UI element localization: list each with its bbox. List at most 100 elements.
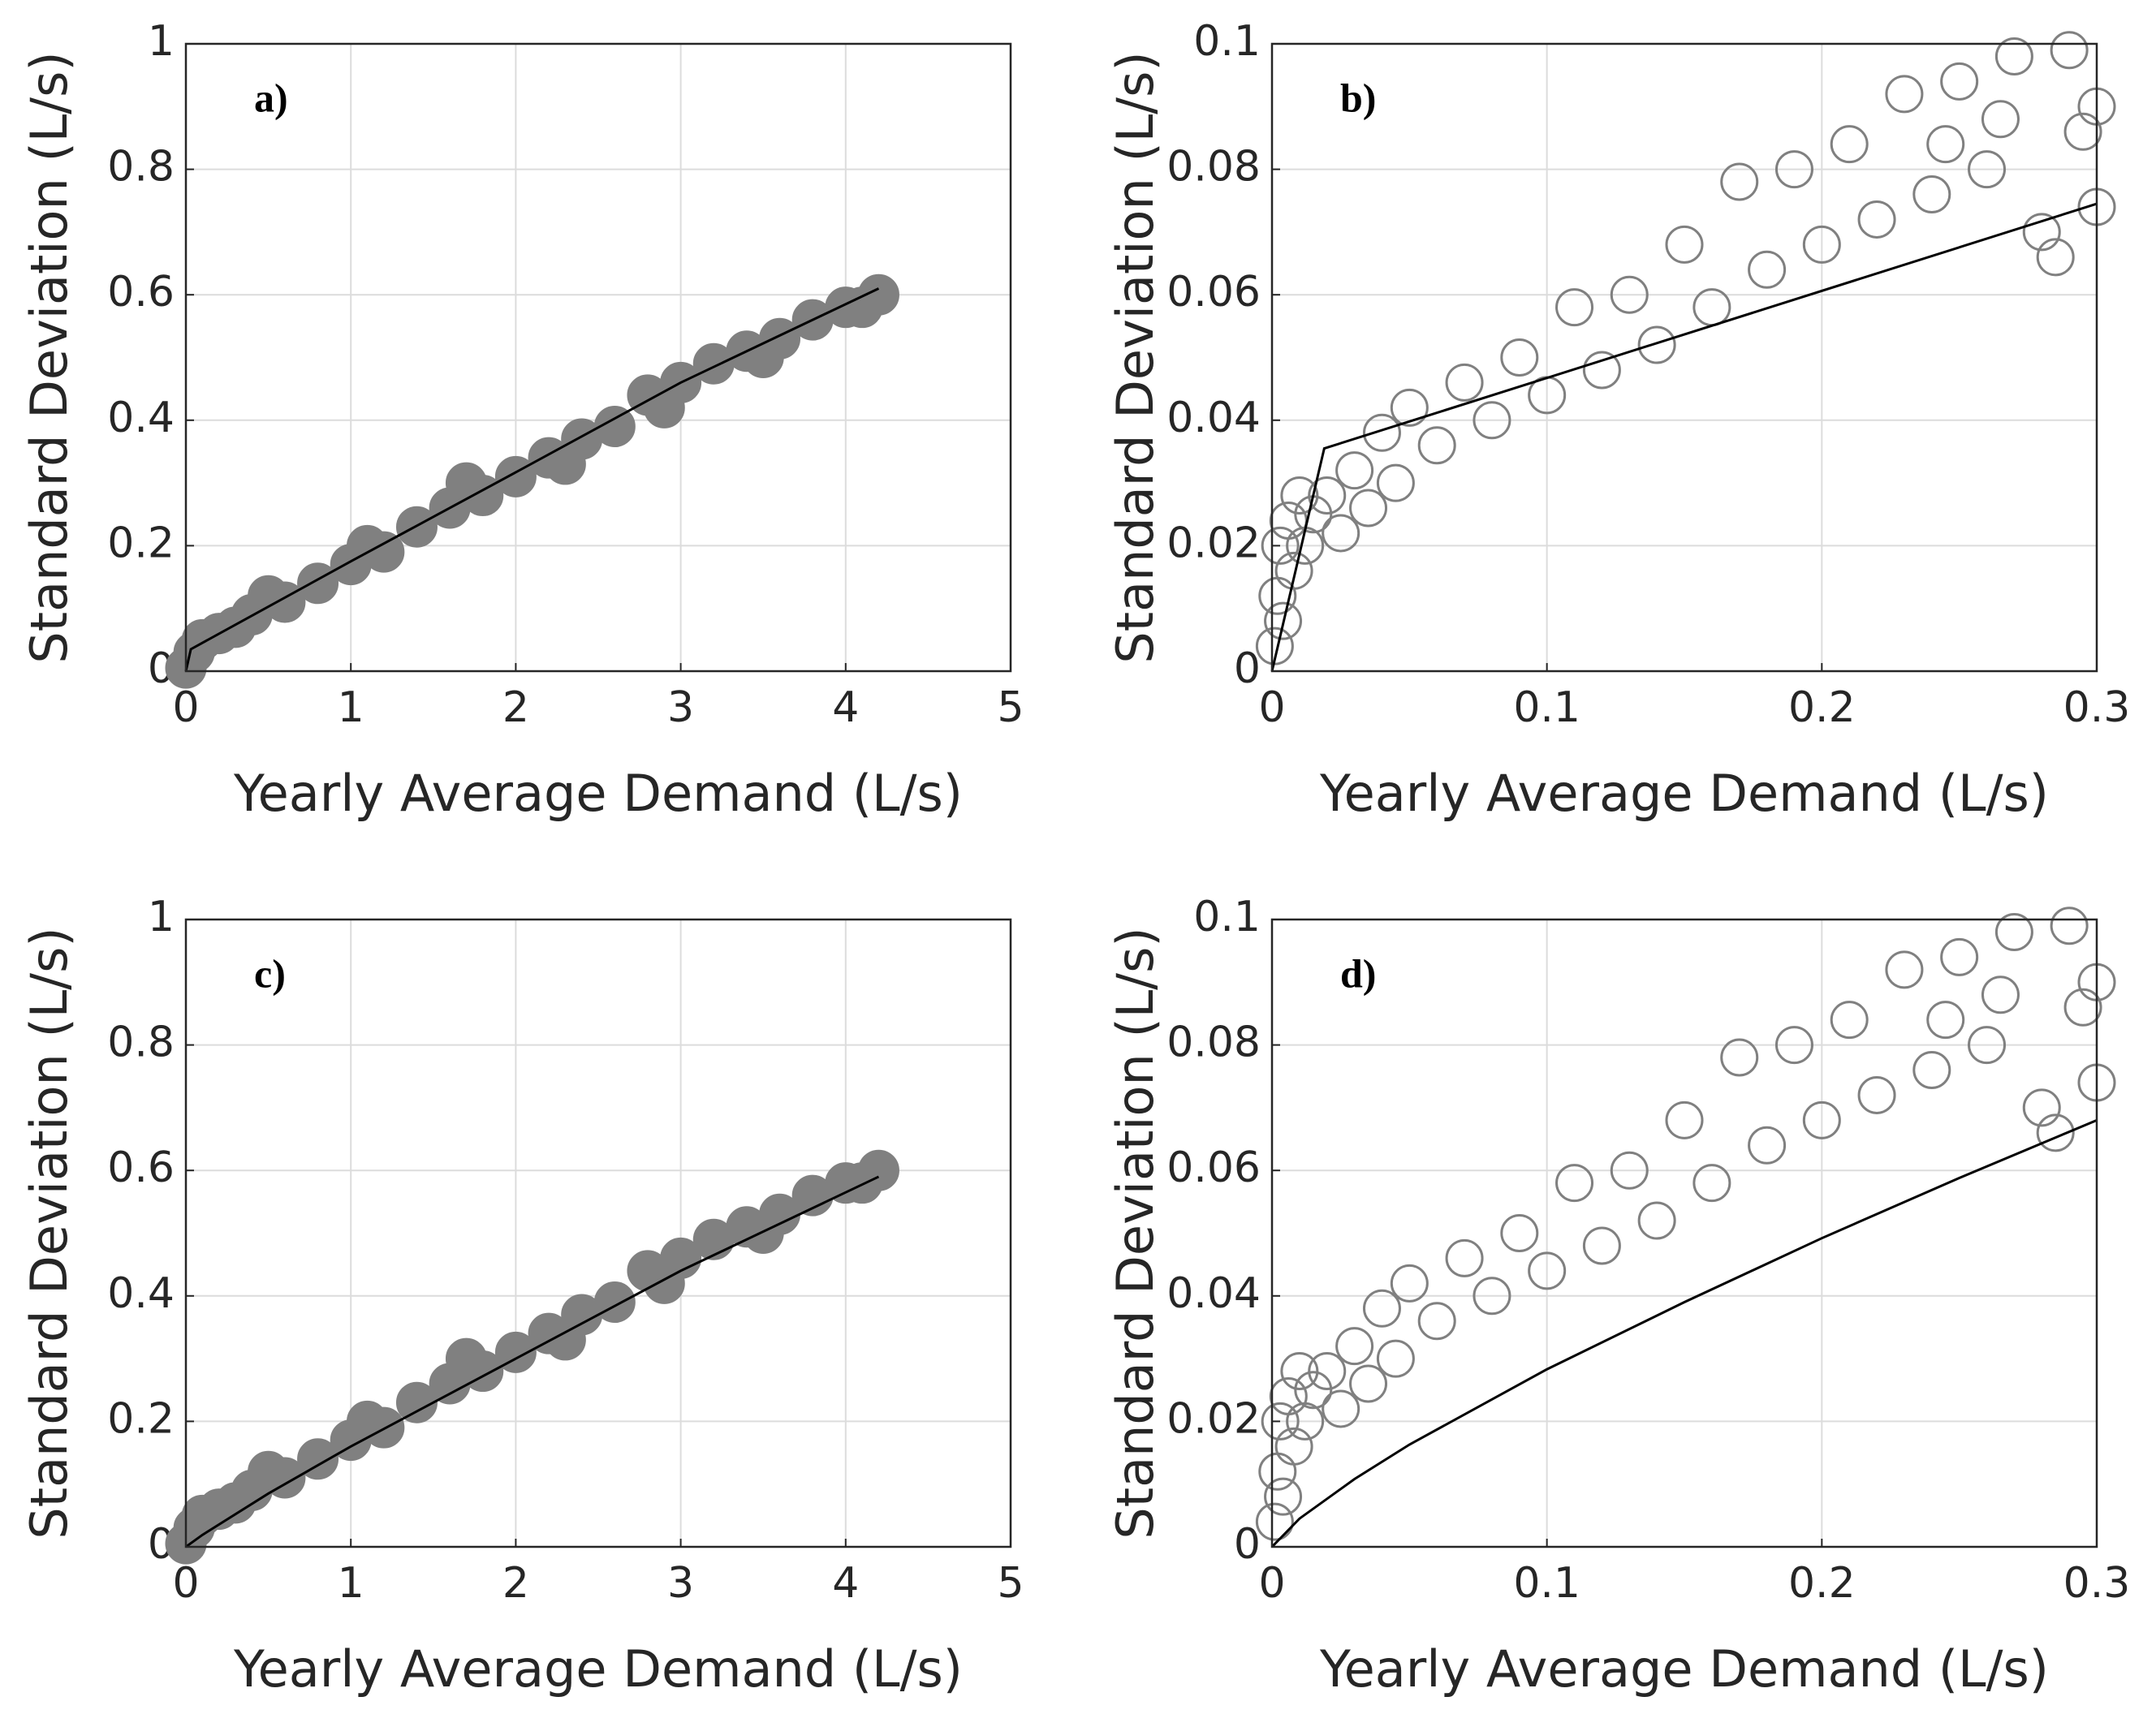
y-tick-label: 0.6 (107, 268, 175, 317)
scatter-point (1885, 75, 1924, 114)
scatter-point (1390, 388, 1429, 427)
scatter-point (1274, 551, 1313, 590)
x-tick-label: 2 (502, 1559, 529, 1608)
scatter-point (1885, 950, 1924, 989)
scatter-point (1802, 225, 1841, 264)
scatter-point (1830, 1001, 1869, 1040)
scatter-point (1349, 489, 1388, 528)
fit-line (1270, 202, 2098, 672)
scatter-point (1445, 1238, 1484, 1277)
axes-frame (184, 42, 1012, 673)
scatter-point (1994, 37, 2033, 75)
scatter-point (1637, 1201, 1676, 1240)
plot-area (1272, 919, 2097, 1547)
scatter-point (264, 1457, 306, 1499)
scatter-point (1264, 1477, 1303, 1516)
scatter-point (1637, 325, 1676, 364)
scatter-point (1774, 1026, 1813, 1065)
scatter-point (2050, 31, 2089, 70)
x-axis-label: Yearly Average Demand (L/s) (1319, 1639, 2049, 1699)
y-tick-label: 0.06 (1166, 1143, 1261, 1192)
scatter-point (395, 1381, 438, 1423)
scatter-point (2036, 238, 2075, 277)
scatter-point (1857, 200, 1896, 239)
scatter-point (1286, 1402, 1325, 1441)
x-tick-label: 0.2 (1788, 683, 1856, 732)
scatter-point (1940, 937, 1979, 976)
y-tick-label: 0.1 (1193, 17, 1261, 66)
axes-frame (184, 918, 1012, 1548)
scatter-point (494, 1331, 537, 1373)
scatter-point (1610, 1151, 1649, 1190)
y-tick-label: 0.1 (1193, 893, 1261, 941)
scatter-point (1274, 1427, 1313, 1466)
scatter-point (759, 317, 801, 360)
scatter-point (297, 1438, 339, 1480)
scatter-point (1926, 1001, 1965, 1040)
scatter-point (1774, 150, 1813, 189)
scatter-point (1555, 1164, 1594, 1203)
x-tick-label: 0.3 (2063, 683, 2131, 732)
scatter-point (2022, 213, 2061, 252)
scatter-point (1968, 1026, 2007, 1065)
x-tick-label: 4 (832, 1559, 859, 1608)
scatter-point (1308, 1352, 1347, 1391)
panel: 0 1 2 3 4 500.20.40.60.81a)Yearly Average Dem… (19, 17, 1024, 823)
scatter-point (1255, 1502, 1294, 1541)
scatter-point (1981, 975, 2020, 1014)
x-axis-label: Yearly Average Demand (L/s) (1319, 764, 2049, 823)
x-tick-label: 2 (502, 683, 529, 732)
y-tick-label: 0.08 (1166, 1019, 1261, 1067)
scatter-point (1280, 476, 1319, 515)
y-axis-label: Standard Deviation (L/s) (19, 927, 79, 1539)
panel-label: d) (1340, 950, 1376, 996)
x-axis-label: Yearly Average Demand (L/s) (233, 764, 963, 823)
scatter-point (660, 1237, 702, 1279)
y-tick-label: 0 (1234, 1520, 1261, 1569)
scatter-point (1322, 1389, 1360, 1428)
scatter-point (1994, 912, 2033, 951)
panel-label: b) (1340, 75, 1376, 120)
x-tick-label: 0.1 (1513, 1559, 1580, 1608)
scatter-point (1473, 401, 1511, 440)
scatter-point (1500, 338, 1539, 377)
scatter-point (1692, 1164, 1731, 1203)
y-tick-label: 0.02 (1166, 1394, 1261, 1443)
scatter-point (593, 1281, 636, 1324)
panel: 0 1 2 3 4 500.20.40.60.81c)Yearly Average Dem… (19, 893, 1024, 1699)
scatter-point (1610, 275, 1649, 314)
scatter-point (1968, 150, 2007, 189)
scatter-point (1981, 100, 2020, 139)
panel: 0 0.1 0.2 0.3 0 0.02 0.04 0.06 0.08 0.1 b) Yearly A… (1106, 17, 2130, 823)
scatter-point (593, 406, 636, 448)
x-tick-label: 0 (172, 1559, 199, 1608)
y-tick-label: 0.06 (1166, 268, 1261, 317)
panel: 0 0.1 0.2 0.3 0 0.02 0.04 0.06 0.08 0.1 d) Yearly A… (1106, 893, 2130, 1699)
scatter-point (2036, 1113, 2075, 1152)
scatter-point (1349, 1364, 1388, 1403)
x-tick-label: 0.1 (1513, 683, 1580, 732)
x-tick-label: 3 (667, 1559, 694, 1608)
scatter-point (1445, 363, 1484, 402)
scatter-point (1335, 1327, 1374, 1366)
scatter-point (1261, 1402, 1300, 1441)
y-tick-label: 0.04 (1166, 394, 1261, 442)
scatter-point (1665, 1100, 1704, 1139)
y-tick-label: 0.8 (107, 143, 175, 192)
scatter-point (1335, 451, 1374, 490)
scatter-point (1830, 125, 1869, 164)
scatter-point (1802, 1100, 1841, 1139)
scatter-point (1555, 288, 1594, 327)
scatter-point (857, 273, 899, 316)
scatter-point (1376, 1339, 1415, 1378)
y-axis-label: Standard Deviation (L/s) (1106, 927, 1165, 1539)
scatter-point (1362, 1289, 1401, 1328)
x-tick-label: 3 (667, 683, 694, 732)
y-tick-label: 0.4 (107, 394, 175, 442)
scatter-point (1280, 1352, 1319, 1391)
panel-label: a) (254, 75, 288, 120)
scatter-point (1940, 62, 1979, 101)
scatter-point (1582, 1226, 1621, 1265)
